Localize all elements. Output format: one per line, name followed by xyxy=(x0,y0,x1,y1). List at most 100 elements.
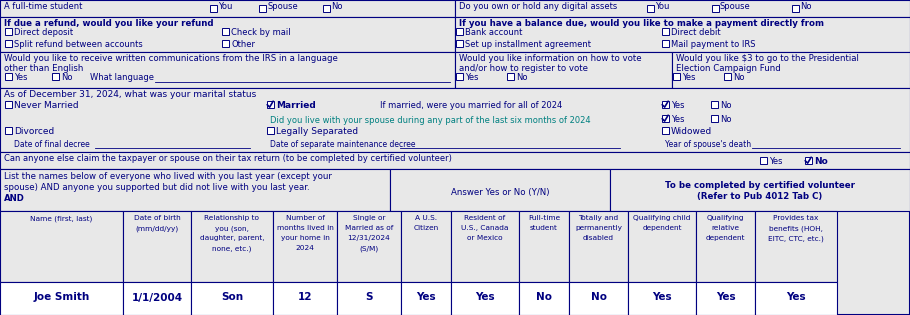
Text: Can anyone else claim the taxpayer or spouse on their tax return (to be complete: Can anyone else claim the taxpayer or sp… xyxy=(4,154,452,163)
Text: S: S xyxy=(365,293,373,302)
Text: Yes: Yes xyxy=(416,293,436,302)
Text: Yes: Yes xyxy=(715,293,735,302)
Bar xyxy=(696,211,755,282)
Text: 12/31/2024: 12/31/2024 xyxy=(348,235,390,241)
Text: Full-time: Full-time xyxy=(528,215,560,221)
Text: Would you like to receive written communications from the IRS in a language: Would you like to receive written commun… xyxy=(4,54,338,63)
Bar xyxy=(519,282,569,315)
Text: No: No xyxy=(800,2,812,11)
Bar xyxy=(755,282,837,315)
Text: Yes: Yes xyxy=(14,73,27,82)
Text: spouse) AND anyone you supported but did not live with you last year.: spouse) AND anyone you supported but did… xyxy=(4,183,309,192)
Bar xyxy=(569,211,628,282)
Text: Do you own or hold any digital assets: Do you own or hold any digital assets xyxy=(459,2,617,11)
Text: 1/1/2004: 1/1/2004 xyxy=(131,293,183,302)
Text: daughter, parent,: daughter, parent, xyxy=(200,235,264,241)
Text: Date of separate maintenance decree: Date of separate maintenance decree xyxy=(270,140,416,149)
Text: No: No xyxy=(733,73,744,82)
Text: Single or: Single or xyxy=(353,215,385,221)
Text: months lived in: months lived in xyxy=(277,225,333,231)
Text: U.S., Canada: U.S., Canada xyxy=(461,225,509,231)
Text: dependent: dependent xyxy=(642,225,682,231)
Bar xyxy=(322,4,329,12)
Bar xyxy=(209,4,217,12)
Bar xyxy=(0,88,910,152)
Text: 12: 12 xyxy=(298,293,312,302)
Text: To be completed by certified volunteer: To be completed by certified volunteer xyxy=(665,181,855,191)
Text: No: No xyxy=(814,157,828,166)
Text: Spouse: Spouse xyxy=(720,2,751,11)
Bar xyxy=(451,211,519,282)
Bar xyxy=(672,72,680,79)
Text: Yes: Yes xyxy=(671,115,684,124)
Bar xyxy=(123,282,191,315)
Text: Yes: Yes xyxy=(475,293,495,302)
Text: No: No xyxy=(331,2,342,11)
Bar xyxy=(401,282,451,315)
Text: Qualifying child: Qualifying child xyxy=(633,215,691,221)
Text: If married, were you married for all of 2024: If married, were you married for all of … xyxy=(380,101,562,110)
Text: Direct deposit: Direct deposit xyxy=(14,28,73,37)
Text: Yes: Yes xyxy=(769,157,783,166)
Text: A full-time student: A full-time student xyxy=(4,2,83,11)
Text: Married: Married xyxy=(276,101,316,110)
Text: Check by mail: Check by mail xyxy=(231,28,290,37)
Text: Split refund between accounts: Split refund between accounts xyxy=(14,40,143,49)
Bar xyxy=(0,211,123,282)
Bar xyxy=(507,72,513,79)
Text: EITC, CTC, etc.): EITC, CTC, etc.) xyxy=(768,235,824,242)
Bar xyxy=(5,39,12,47)
Bar xyxy=(610,169,910,211)
Text: Divorced: Divorced xyxy=(14,127,55,136)
Text: No: No xyxy=(516,73,528,82)
Text: AND: AND xyxy=(4,194,25,203)
Text: Widowed: Widowed xyxy=(671,127,713,136)
Text: Direct debit: Direct debit xyxy=(671,28,721,37)
Text: Name (first, last): Name (first, last) xyxy=(30,215,93,221)
Text: Relationship to: Relationship to xyxy=(205,215,259,221)
Text: No: No xyxy=(61,73,73,82)
Bar xyxy=(123,211,191,282)
Text: (mm/dd/yy): (mm/dd/yy) xyxy=(136,225,178,232)
Bar xyxy=(646,4,653,12)
Bar xyxy=(456,39,462,47)
Bar xyxy=(712,4,719,12)
Bar xyxy=(628,211,696,282)
Bar xyxy=(191,211,273,282)
Bar xyxy=(401,211,451,282)
Text: other than English: other than English xyxy=(4,64,84,73)
Text: Spouse: Spouse xyxy=(267,2,298,11)
Text: As of December 31, 2024, what was your marital status: As of December 31, 2024, what was your m… xyxy=(4,90,257,99)
Text: No: No xyxy=(720,101,732,110)
Bar xyxy=(760,157,766,163)
Text: Married as of: Married as of xyxy=(345,225,393,231)
Text: Election Campaign Fund: Election Campaign Fund xyxy=(676,64,781,73)
Bar xyxy=(755,211,837,282)
Text: Did you live with your spouse during any part of the last six months of 2024: Did you live with your spouse during any… xyxy=(270,116,591,125)
Bar xyxy=(221,27,228,35)
Text: dependent: dependent xyxy=(706,235,745,241)
Bar xyxy=(672,52,910,88)
Bar xyxy=(0,0,455,17)
Bar xyxy=(455,52,672,88)
Bar xyxy=(711,100,717,107)
Text: Yes: Yes xyxy=(682,73,695,82)
Text: disabled: disabled xyxy=(583,235,614,241)
Text: Bank account: Bank account xyxy=(465,28,522,37)
Text: Date of birth: Date of birth xyxy=(134,215,180,221)
Bar xyxy=(5,100,12,107)
Text: List the names below of everyone who lived with you last year (except your: List the names below of everyone who liv… xyxy=(4,172,332,181)
Text: Legally Separated: Legally Separated xyxy=(276,127,359,136)
Bar xyxy=(0,17,455,52)
Text: No: No xyxy=(536,293,552,302)
Text: What language: What language xyxy=(90,73,154,82)
Text: 2024: 2024 xyxy=(296,245,315,251)
Text: Other: Other xyxy=(231,40,255,49)
Text: none, etc.): none, etc.) xyxy=(212,245,252,251)
Text: If you have a balance due, would you like to make a payment directly from: If you have a balance due, would you lik… xyxy=(459,19,824,28)
Text: benefits (HOH,: benefits (HOH, xyxy=(769,225,823,232)
Text: (Refer to Pub 4012 Tab C): (Refer to Pub 4012 Tab C) xyxy=(697,192,823,201)
Text: relative: relative xyxy=(712,225,740,231)
Text: Number of: Number of xyxy=(286,215,325,221)
Text: Mail payment to IRS: Mail payment to IRS xyxy=(671,40,755,49)
